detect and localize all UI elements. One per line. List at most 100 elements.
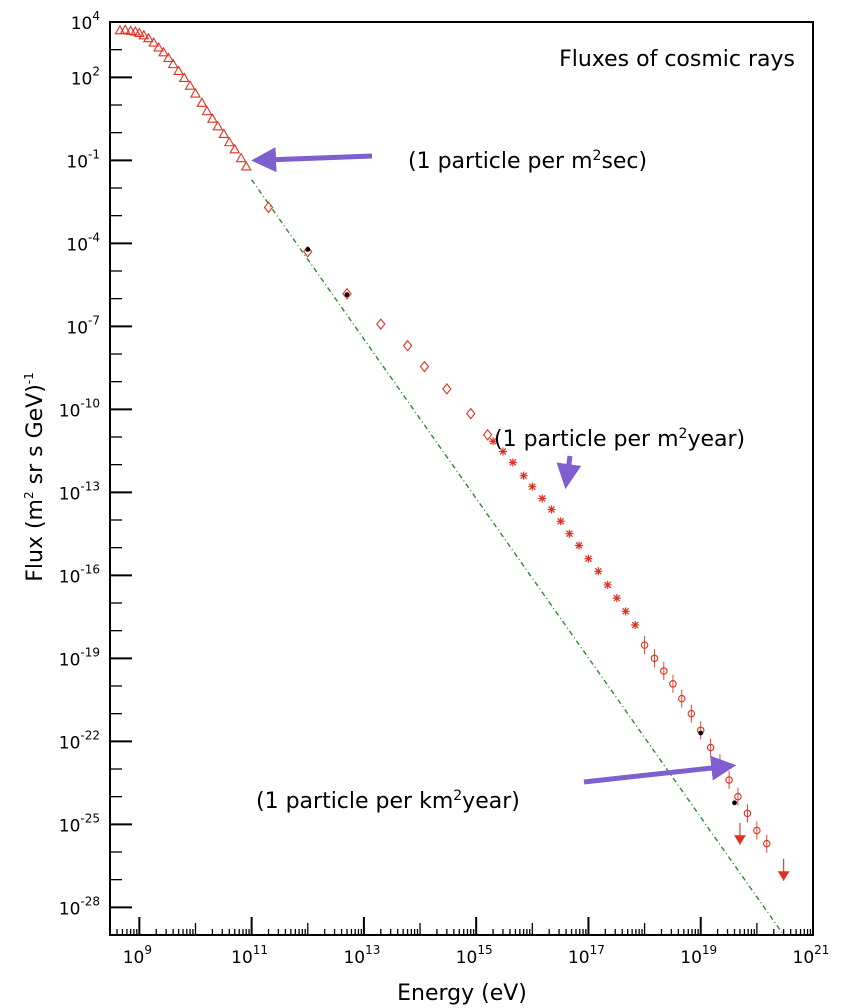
x-tick-exp: 13: [365, 943, 380, 957]
y-tick-label: 10-19: [59, 645, 100, 670]
data-point: [138, 29, 150, 40]
y-tick-base: 10: [59, 816, 81, 836]
data-point: [119, 24, 131, 34]
data-point: [344, 292, 350, 298]
data-point: [342, 287, 352, 300]
data-point: [734, 792, 742, 801]
y-tick-exp: -16: [80, 562, 100, 576]
data-point: [190, 87, 201, 98]
y-tick-base: 10: [71, 14, 93, 34]
data-point: [556, 517, 565, 526]
series-dot: [305, 247, 737, 806]
annotation-text: (1 particle per m2year): [494, 426, 745, 452]
series-diamond: [263, 201, 493, 441]
data-point: [612, 594, 621, 603]
annotation-arrow: [583, 755, 737, 785]
annotation-arrow: [251, 147, 373, 173]
data-point: [466, 407, 476, 420]
y-tick-exp: -4: [88, 230, 100, 244]
annotation-text-pre: (1 particle per m: [494, 427, 679, 452]
x-tick-exp: 21: [814, 943, 829, 957]
data-point: [732, 800, 737, 806]
data-point: [305, 247, 311, 252]
data-point: [603, 580, 612, 589]
data-point: [402, 339, 413, 352]
x-tick-exp: 11: [253, 943, 268, 957]
x-tick-base: 10: [568, 948, 590, 968]
annotation-arrow: [556, 455, 582, 489]
data-point: [235, 152, 247, 163]
x-tick-base: 10: [680, 948, 702, 968]
annotation-1: (1 particle per m2sec): [251, 147, 647, 174]
data-point: [498, 447, 507, 456]
data-point: [173, 65, 185, 76]
data-point: [640, 641, 649, 649]
data-point: [508, 458, 517, 467]
y-tick-label: 10-16: [59, 562, 100, 587]
data-point: [650, 654, 659, 663]
y-tick-base: 10: [59, 733, 81, 753]
annotation-text-sup: 2: [453, 788, 462, 804]
y-tick-label: 10-25: [59, 811, 100, 836]
power-law-reference-line: [251, 179, 785, 936]
x-tick-exp: 9: [144, 943, 152, 957]
major-ticks: [110, 21, 814, 935]
y-axis-title-sup2: -1: [22, 372, 36, 384]
data-point: [669, 680, 677, 688]
y-tick-label: 10-22: [59, 728, 100, 753]
annotation-text-post: sec): [601, 149, 647, 174]
annotation-text: (1 particle per km2year): [256, 788, 520, 814]
annotation-text-sup: 2: [679, 426, 688, 442]
y-tick-exp: -10: [80, 396, 100, 410]
data-point: [376, 318, 386, 331]
data-point: [125, 25, 137, 35]
data-point: [178, 72, 190, 82]
annotations: (1 particle per m2sec)(1 particle per m2…: [251, 147, 745, 814]
data-point: [263, 201, 274, 214]
data-point: [419, 360, 430, 373]
y-tick-exp: -1: [88, 147, 100, 161]
data-point: [687, 709, 696, 718]
data-point: [489, 437, 498, 446]
annotation-3: (1 particle per km2year): [256, 755, 737, 814]
plot-area-border: [109, 21, 814, 936]
data-point: [631, 621, 640, 630]
x-tick-base: 10: [793, 948, 815, 968]
y-tick-base: 10: [71, 69, 93, 89]
x-tick-exp: 15: [477, 943, 492, 957]
plot-frame: [109, 21, 814, 936]
data-point: [528, 482, 537, 491]
data-point: [218, 128, 230, 138]
data-point: [212, 120, 224, 131]
data-point: [240, 160, 252, 171]
data-point: [158, 46, 170, 57]
x-tick-base: 10: [231, 948, 253, 968]
x-tick-label: 1011: [231, 943, 268, 968]
data-point: [206, 113, 218, 123]
data-point: [442, 382, 452, 395]
data-point: [777, 871, 790, 881]
y-tick-label: 104: [71, 9, 100, 34]
y-tick-exp: -25: [80, 811, 100, 825]
y-tick-label: 10-13: [59, 479, 100, 504]
data-point: [148, 36, 160, 47]
data-point: [547, 505, 556, 514]
x-tick-base: 10: [456, 948, 478, 968]
data-point: [229, 143, 241, 154]
axis-labels: 109 1011 1013 1015 1017 1019 102110410210-110-…: [59, 9, 830, 968]
y-axis-title-sup1: 2: [22, 491, 36, 499]
chart-title: Fluxes of cosmic rays: [559, 47, 795, 72]
y-tick-exp: -7: [88, 313, 100, 327]
data-point: [762, 839, 771, 848]
x-tick-exp: 17: [590, 943, 605, 957]
data-point: [133, 27, 145, 38]
x-tick-base: 10: [123, 948, 145, 968]
y-tick-exp: -28: [80, 894, 100, 908]
y-tick-exp: -19: [80, 645, 100, 659]
reference-line: [251, 179, 785, 936]
x-tick-label: 1017: [568, 943, 605, 968]
data-point: [196, 97, 208, 107]
y-axis-title: Flux (m2 sr s GeV)-1: [22, 372, 48, 582]
data-point: [575, 541, 584, 550]
